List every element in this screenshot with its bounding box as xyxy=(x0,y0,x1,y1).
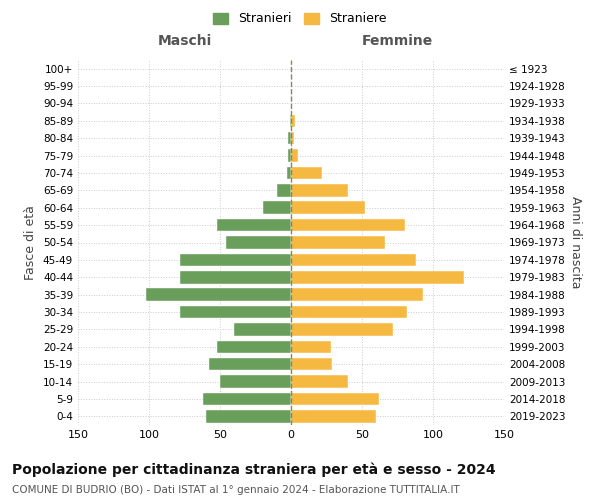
Bar xyxy=(291,184,348,196)
Bar xyxy=(180,306,291,318)
Bar xyxy=(263,202,291,214)
Bar xyxy=(290,114,291,127)
Bar xyxy=(291,410,376,422)
Bar xyxy=(217,340,291,353)
Bar xyxy=(291,114,295,127)
Bar xyxy=(291,150,298,162)
Y-axis label: Anni di nascita: Anni di nascita xyxy=(569,196,582,289)
Bar xyxy=(291,132,294,144)
Bar xyxy=(180,271,291,283)
Bar xyxy=(291,202,365,214)
Bar xyxy=(206,410,291,422)
Bar xyxy=(277,184,291,196)
Bar xyxy=(203,392,291,405)
Text: Maschi: Maschi xyxy=(157,34,212,48)
Bar xyxy=(234,323,291,336)
Bar xyxy=(146,288,291,301)
Bar xyxy=(217,219,291,232)
Bar xyxy=(288,132,291,144)
Bar xyxy=(287,166,291,179)
Bar xyxy=(291,271,464,283)
Bar xyxy=(291,166,322,179)
Bar xyxy=(220,376,291,388)
Text: Femmine: Femmine xyxy=(362,34,433,48)
Bar xyxy=(291,323,393,336)
Bar xyxy=(291,376,348,388)
Bar xyxy=(288,150,291,162)
Y-axis label: Fasce di età: Fasce di età xyxy=(25,205,37,280)
Bar xyxy=(291,288,423,301)
Legend: Stranieri, Straniere: Stranieri, Straniere xyxy=(209,8,391,29)
Bar xyxy=(291,340,331,353)
Bar xyxy=(291,306,407,318)
Bar xyxy=(291,236,385,249)
Bar xyxy=(291,392,379,405)
Bar xyxy=(209,358,291,370)
Bar xyxy=(291,358,332,370)
Bar xyxy=(291,219,404,232)
Bar xyxy=(291,254,416,266)
Text: COMUNE DI BUDRIO (BO) - Dati ISTAT al 1° gennaio 2024 - Elaborazione TUTTITALIA.: COMUNE DI BUDRIO (BO) - Dati ISTAT al 1°… xyxy=(12,485,460,495)
Bar xyxy=(180,254,291,266)
Text: Popolazione per cittadinanza straniera per età e sesso - 2024: Popolazione per cittadinanza straniera p… xyxy=(12,462,496,477)
Bar xyxy=(226,236,291,249)
